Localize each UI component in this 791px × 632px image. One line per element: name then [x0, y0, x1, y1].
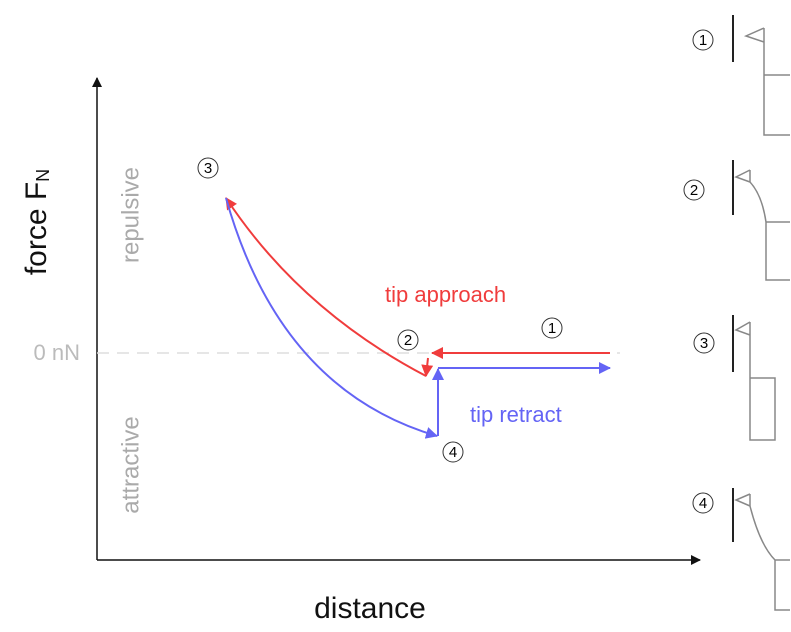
panel-label: 3: [700, 335, 708, 352]
curve-arrow: [421, 357, 434, 377]
y-label: force FN: [20, 169, 53, 275]
panel: 4: [692, 488, 790, 611]
zero-label: 0 nN: [34, 340, 80, 365]
region-label: repulsive: [117, 167, 144, 263]
marker-label: 1: [548, 320, 556, 337]
panel-label: 4: [699, 495, 707, 512]
curve-label: tip approach: [385, 282, 506, 307]
marker-label: 3: [204, 160, 212, 177]
curve-marker: 3: [197, 157, 219, 179]
panel: 1: [692, 15, 790, 136]
y-label-sub: N: [33, 169, 53, 182]
curve-label: tip retract: [470, 402, 562, 427]
region-label: attractive: [117, 416, 144, 513]
x-label: distance: [314, 592, 426, 625]
panel: 2: [683, 160, 790, 281]
y-label-main: force F: [20, 182, 53, 275]
curve-marker: 2: [397, 329, 419, 351]
curve-marker: 4: [442, 441, 464, 463]
panel: 3: [693, 315, 776, 441]
marker-label: 2: [404, 332, 412, 349]
panel-label: 2: [690, 182, 698, 199]
curves: tip approach tip retract: [225, 197, 611, 439]
panel-label: 1: [699, 32, 707, 49]
curve-arrow: [225, 197, 438, 439]
curve-marker: 1: [541, 317, 563, 339]
marker-label: 4: [449, 444, 457, 461]
curve-arrow: [225, 197, 427, 377]
